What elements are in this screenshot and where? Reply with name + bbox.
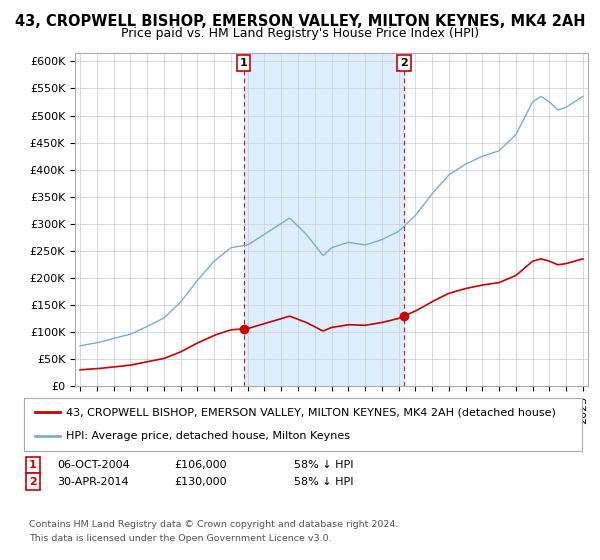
- Text: This data is licensed under the Open Government Licence v3.0.: This data is licensed under the Open Gov…: [29, 534, 331, 543]
- Text: 2: 2: [400, 58, 408, 68]
- Text: 43, CROPWELL BISHOP, EMERSON VALLEY, MILTON KEYNES, MK4 2AH (detached house): 43, CROPWELL BISHOP, EMERSON VALLEY, MIL…: [66, 408, 556, 418]
- Text: 06-OCT-2004: 06-OCT-2004: [57, 460, 130, 470]
- Text: 1: 1: [29, 460, 37, 470]
- Text: Price paid vs. HM Land Registry's House Price Index (HPI): Price paid vs. HM Land Registry's House …: [121, 27, 479, 40]
- Bar: [244, 53, 404, 386]
- Text: 58% ↓ HPI: 58% ↓ HPI: [294, 477, 353, 487]
- Text: 58% ↓ HPI: 58% ↓ HPI: [294, 460, 353, 470]
- Text: £106,000: £106,000: [174, 460, 227, 470]
- Text: 30-APR-2014: 30-APR-2014: [57, 477, 128, 487]
- Text: 43, CROPWELL BISHOP, EMERSON VALLEY, MILTON KEYNES, MK4 2AH: 43, CROPWELL BISHOP, EMERSON VALLEY, MIL…: [15, 14, 585, 29]
- Text: HPI: Average price, detached house, Milton Keynes: HPI: Average price, detached house, Milt…: [66, 431, 350, 441]
- Text: Contains HM Land Registry data © Crown copyright and database right 2024.: Contains HM Land Registry data © Crown c…: [29, 520, 398, 529]
- Text: 2: 2: [29, 477, 37, 487]
- Text: 1: 1: [240, 58, 248, 68]
- Text: £130,000: £130,000: [174, 477, 227, 487]
